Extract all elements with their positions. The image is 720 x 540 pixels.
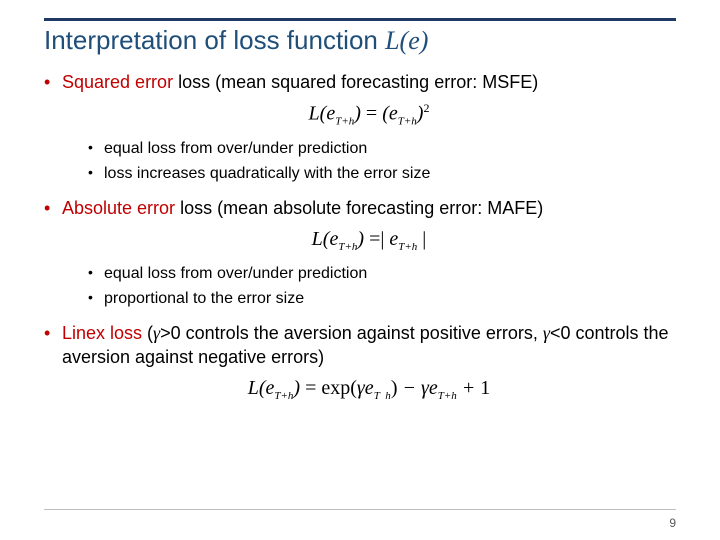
bullet-head-0: Squared error loss (mean squared forecas… <box>62 70 676 94</box>
bullet-rest-0: loss (mean squared forecasting error: MS… <box>173 72 538 92</box>
formula-1: L(eT+h) =| eT+h | <box>62 226 676 255</box>
title-rule <box>44 18 676 21</box>
bullet-0: Squared error loss (mean squared forecas… <box>44 70 676 186</box>
title-ital: L(e) <box>385 26 428 55</box>
sub-bullet-0-0: equal loss from over/under prediction <box>88 138 676 160</box>
sub-list-0: equal loss from over/under prediction los… <box>62 138 676 186</box>
bullet-2: Linex loss (γ>0 controls the aversion ag… <box>44 321 676 404</box>
bullet-1: Absolute error loss (mean absolute forec… <box>44 196 676 311</box>
sub-bullet-0-1: loss increases quadratically with the er… <box>88 163 676 185</box>
bullet-head-2: Linex loss (γ>0 controls the aversion ag… <box>62 321 676 370</box>
page-number: 9 <box>669 516 676 530</box>
bullet-rest-1: loss (mean absolute forecasting error: M… <box>175 198 543 218</box>
sub-bullet-1-1: proportional to the error size <box>88 288 676 310</box>
bullet-list: Squared error loss (mean squared forecas… <box>44 70 676 404</box>
bullet-head-1: Absolute error loss (mean absolute forec… <box>62 196 676 220</box>
bullet-rest-2: (γ>0 controls the aversion against posit… <box>62 323 669 367</box>
footer-rule <box>44 509 676 510</box>
bullet-accent-1: Absolute error <box>62 198 175 218</box>
bullet-accent-2: Linex loss <box>62 323 142 343</box>
title-prefix: Interpretation of loss function <box>44 25 385 55</box>
slide-title: Interpretation of loss function L(e) <box>44 25 676 56</box>
bullet-accent-0: Squared error <box>62 72 173 92</box>
sub-bullet-1-0: equal loss from over/under prediction <box>88 263 676 285</box>
sub-list-1: equal loss from over/under prediction pro… <box>62 263 676 311</box>
formula-0: L(eT+h) = (eT+h)2 <box>62 100 676 130</box>
formula-2: L(eT+h) = exp(γeT h) − γeT+h + 1 <box>62 375 676 404</box>
